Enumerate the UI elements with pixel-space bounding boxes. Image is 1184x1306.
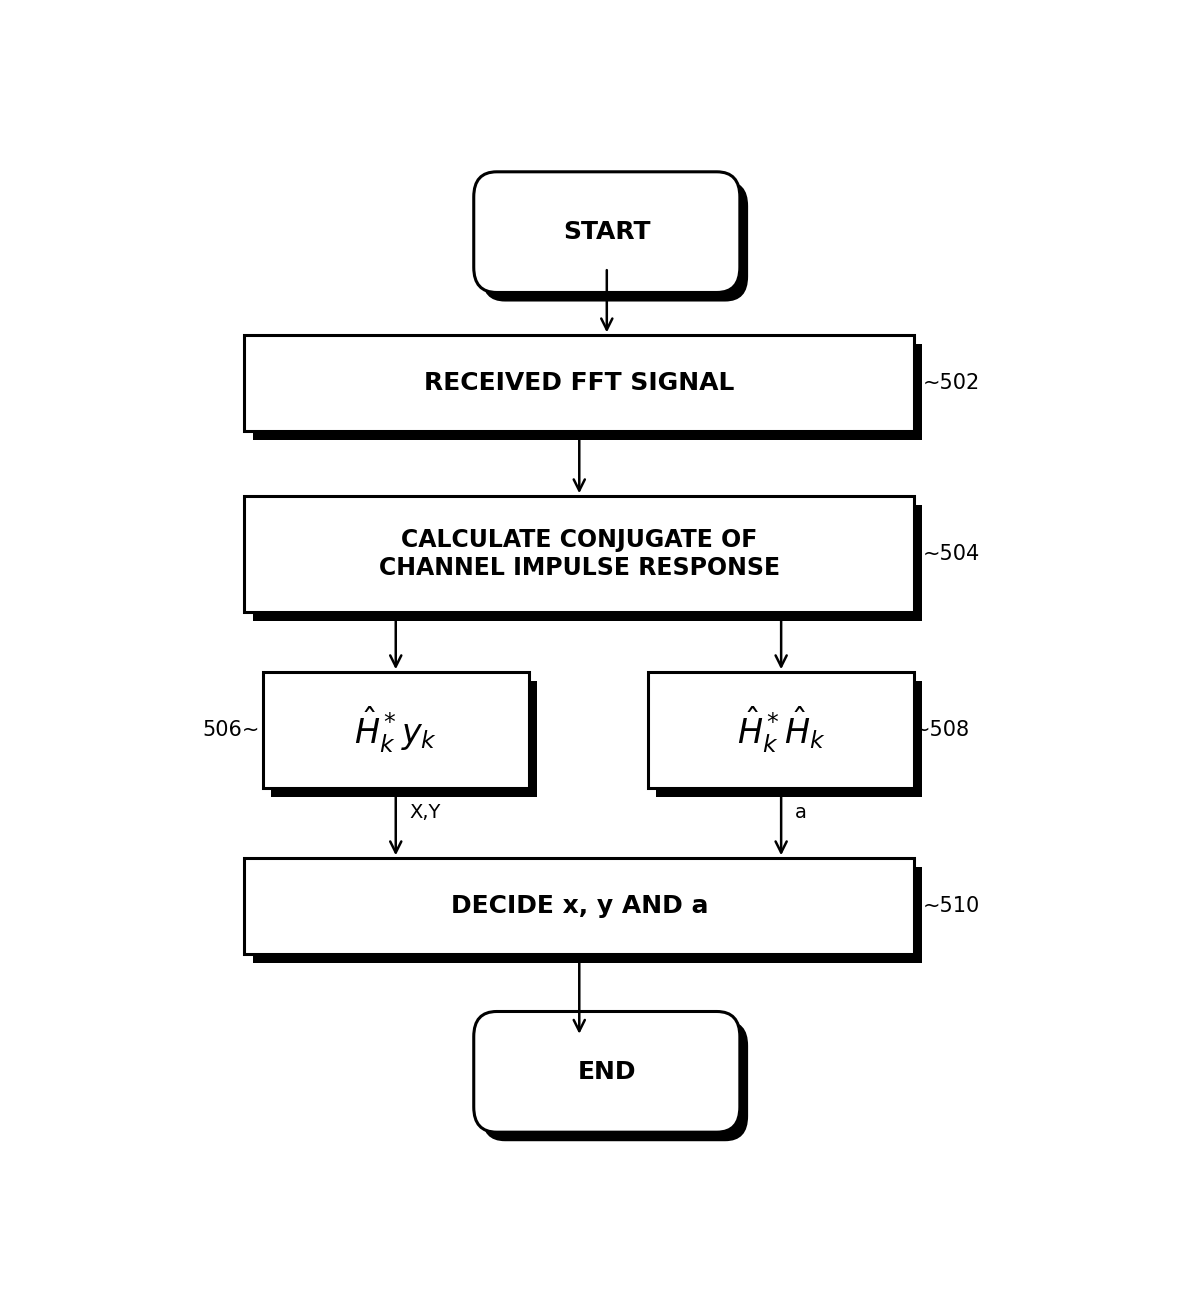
Polygon shape	[252, 505, 922, 620]
Text: 506~: 506~	[202, 720, 259, 741]
Polygon shape	[252, 867, 922, 963]
Polygon shape	[648, 673, 914, 788]
Polygon shape	[252, 345, 922, 440]
Text: ~508: ~508	[913, 720, 970, 741]
Text: RECEIVED FFT SIGNAL: RECEIVED FFT SIGNAL	[424, 371, 734, 394]
Text: END: END	[578, 1060, 636, 1084]
Text: $\hat{H}_k^* y_k$: $\hat{H}_k^* y_k$	[354, 705, 437, 755]
Text: CALCULATE CONJUGATE OF
CHANNEL IMPULSE RESPONSE: CALCULATE CONJUGATE OF CHANNEL IMPULSE R…	[379, 528, 780, 580]
Polygon shape	[244, 336, 914, 431]
FancyBboxPatch shape	[482, 180, 748, 302]
Text: ~504: ~504	[922, 543, 979, 564]
Text: ~502: ~502	[922, 374, 979, 393]
Text: a: a	[794, 803, 806, 821]
Polygon shape	[271, 682, 538, 797]
FancyBboxPatch shape	[474, 1011, 740, 1132]
Polygon shape	[244, 858, 914, 953]
Text: START: START	[564, 221, 650, 244]
Text: ~510: ~510	[922, 896, 979, 916]
Polygon shape	[656, 682, 922, 797]
FancyBboxPatch shape	[482, 1020, 748, 1141]
Text: $\hat{H}_k^* \hat{H}_k$: $\hat{H}_k^* \hat{H}_k$	[736, 705, 825, 755]
Polygon shape	[263, 673, 529, 788]
Polygon shape	[244, 496, 914, 611]
Text: X,Y: X,Y	[410, 803, 440, 821]
Text: DECIDE x, y AND a: DECIDE x, y AND a	[451, 893, 708, 918]
FancyBboxPatch shape	[474, 172, 740, 293]
